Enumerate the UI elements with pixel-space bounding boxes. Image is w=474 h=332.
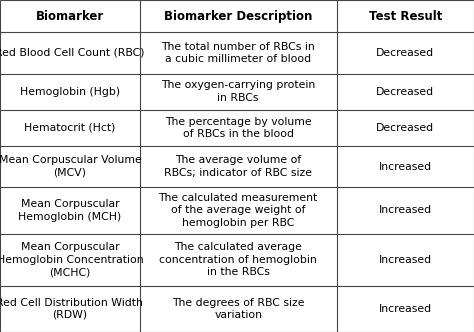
Text: Mean Corpuscular
Hemoglobin (MCH): Mean Corpuscular Hemoglobin (MCH) (18, 199, 121, 222)
Text: The oxygen-carrying protein
in RBCs: The oxygen-carrying protein in RBCs (161, 80, 315, 103)
Text: The degrees of RBC size
variation: The degrees of RBC size variation (172, 297, 304, 320)
Text: Red Cell Distribution Width
(RDW): Red Cell Distribution Width (RDW) (0, 297, 143, 320)
Text: The percentage by volume
of RBCs in the blood: The percentage by volume of RBCs in the … (165, 117, 311, 139)
Text: The total number of RBCs in
a cubic millimeter of blood: The total number of RBCs in a cubic mill… (161, 42, 315, 64)
Text: Increased: Increased (379, 162, 432, 172)
Text: Decreased: Decreased (376, 123, 434, 133)
Text: Mean Corpuscular Volume
(MCV): Mean Corpuscular Volume (MCV) (0, 155, 141, 178)
Text: Decreased: Decreased (376, 87, 434, 97)
Text: Test Result: Test Result (369, 10, 442, 23)
Text: Red Blood Cell Count (RBC): Red Blood Cell Count (RBC) (0, 48, 145, 58)
Text: The calculated measurement
of the average weight of
hemoglobin per RBC: The calculated measurement of the averag… (159, 193, 318, 228)
Text: Decreased: Decreased (376, 48, 434, 58)
Text: Biomarker: Biomarker (36, 10, 104, 23)
Text: Hemoglobin (Hgb): Hemoglobin (Hgb) (20, 87, 120, 97)
Text: Biomarker Description: Biomarker Description (164, 10, 312, 23)
Text: Increased: Increased (379, 304, 432, 314)
Text: Increased: Increased (379, 206, 432, 215)
Text: The calculated average
concentration of hemoglobin
in the RBCs: The calculated average concentration of … (159, 242, 317, 277)
Text: The average volume of
RBCs; indicator of RBC size: The average volume of RBCs; indicator of… (164, 155, 312, 178)
Text: Increased: Increased (379, 255, 432, 265)
Text: Hematocrit (Hct): Hematocrit (Hct) (24, 123, 116, 133)
Text: Mean Corpuscular
Hemoglobin Concentration
(MCHC): Mean Corpuscular Hemoglobin Concentratio… (0, 242, 143, 277)
